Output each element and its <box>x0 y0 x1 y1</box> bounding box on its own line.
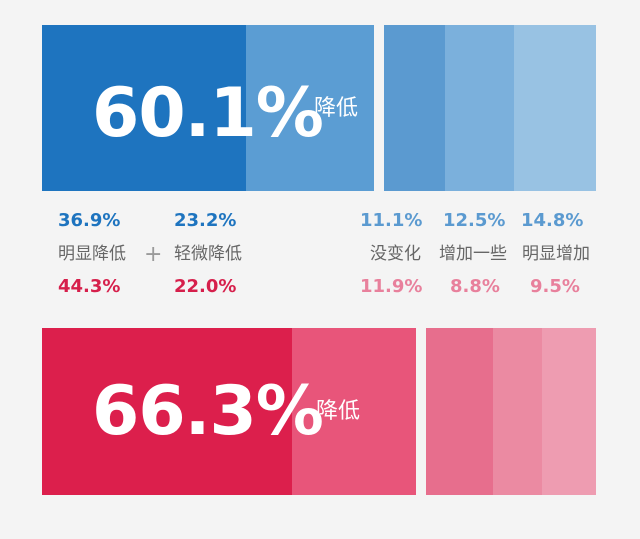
red-bar-obvious-increase <box>542 328 596 495</box>
category-label-no-change: 没变化 <box>370 244 421 264</box>
plus-sign: + <box>144 242 163 267</box>
blue-value-label-slight-decrease: 23.2% <box>174 210 237 231</box>
blue-bar-some-increase <box>445 25 515 191</box>
blue-bar-no-change <box>383 25 446 191</box>
category-label-obvious-decrease: 明显降低 <box>58 244 126 264</box>
red-value-label-obvious-decrease: 44.3% <box>58 276 121 297</box>
blue-value-label-obvious-decrease: 36.9% <box>58 210 121 231</box>
blue-bar-obvious-decrease <box>42 25 246 191</box>
blue-value-label-obvious-increase: 14.8% <box>521 210 584 231</box>
red-total-value: 66.3% <box>92 372 324 451</box>
red-bar-obvious-decrease <box>42 328 292 495</box>
red-value-label-obvious-increase: 9.5% <box>530 276 580 297</box>
red-total-suffix: 降低 <box>316 399 361 424</box>
blue-value-label-some-increase: 12.5% <box>443 210 506 231</box>
blue-value-label-no-change: 11.1% <box>360 210 423 231</box>
red-value-label-some-increase: 8.8% <box>450 276 500 297</box>
category-label-obvious-increase: 明显增加 <box>522 244 590 264</box>
red-bar-slight-decrease <box>291 328 416 495</box>
category-label-some-increase: 增加一些 <box>439 244 507 264</box>
category-label-slight-decrease: 轻微降低 <box>174 244 242 264</box>
blue-total-value: 60.1% <box>92 74 324 153</box>
blue-bar-obvious-increase <box>514 25 596 191</box>
red-bar-some-increase <box>492 328 543 495</box>
red-value-label-no-change: 11.9% <box>360 276 423 297</box>
blue-bar-slight-decrease <box>245 25 374 191</box>
red-value-label-slight-decrease: 22.0% <box>174 276 237 297</box>
blue-total-suffix: 降低 <box>314 96 359 121</box>
red-bar-no-change <box>425 328 493 495</box>
